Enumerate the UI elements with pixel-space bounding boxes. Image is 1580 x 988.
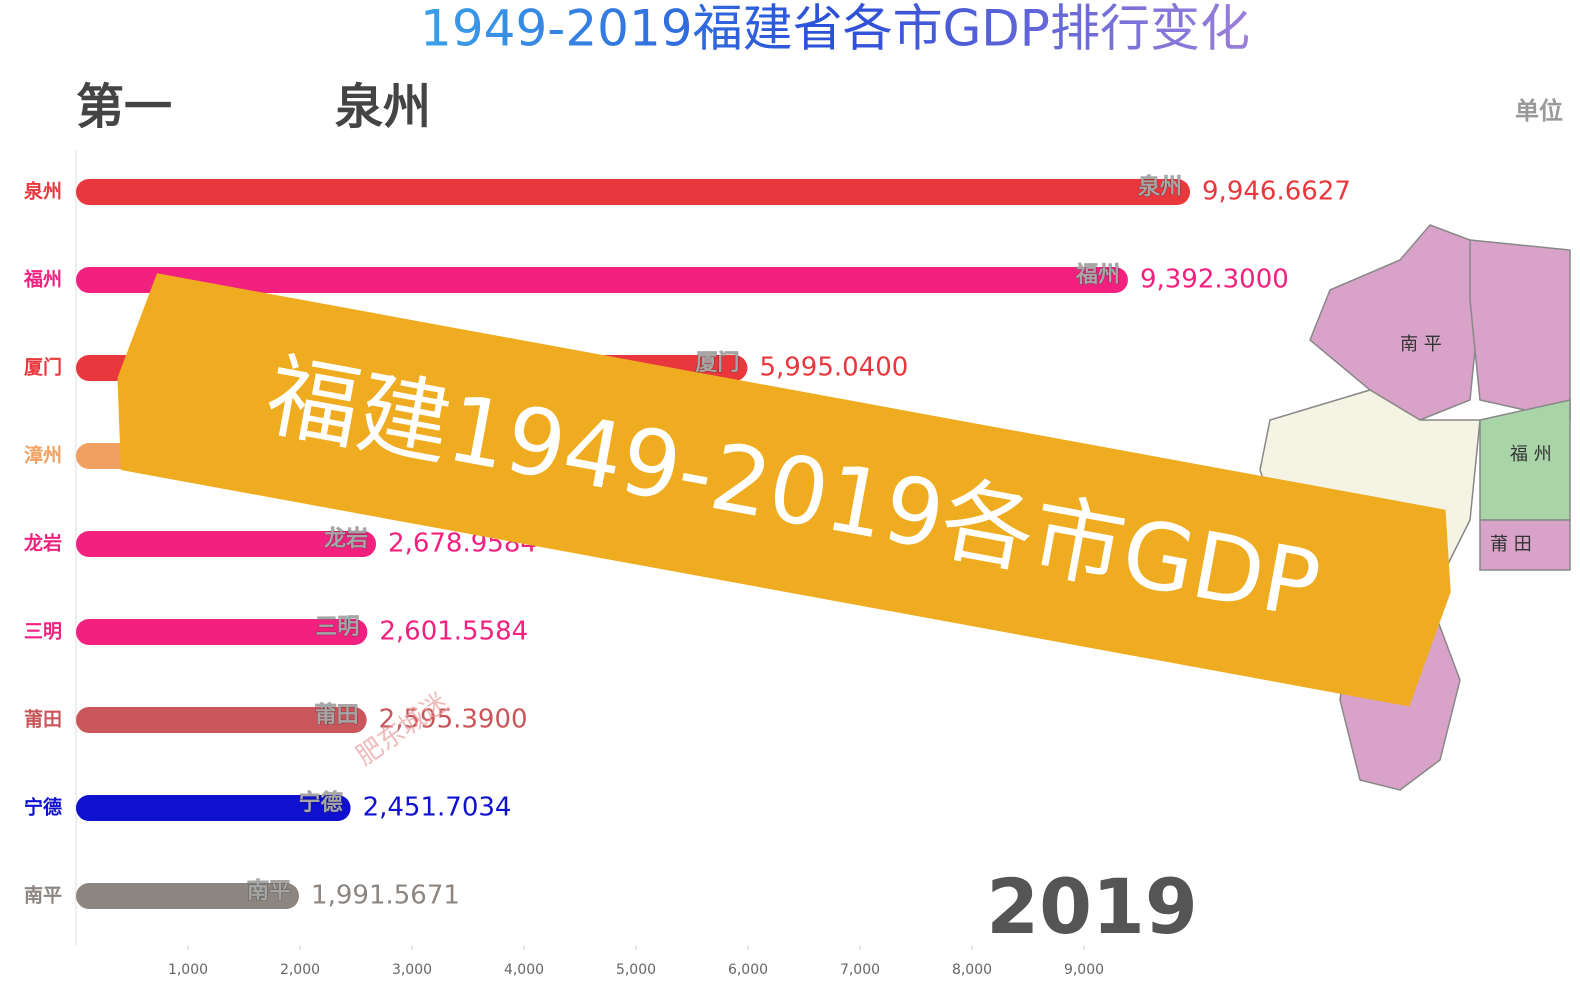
bar-name: 泉州	[1138, 174, 1182, 200]
leader-name: 泉州	[335, 79, 431, 135]
bar	[76, 619, 368, 645]
bar-name: 福州	[1075, 263, 1120, 288]
year-label: 2019	[986, 862, 1198, 951]
bar-name: 厦门	[695, 350, 739, 376]
map-label: 莆 田	[1490, 534, 1532, 555]
rank-label: 第一	[76, 79, 172, 135]
bar-name: 宁德	[299, 790, 343, 816]
x-tick-label: 8,000	[952, 962, 992, 978]
x-tick-label: 4,000	[504, 962, 544, 978]
chart-title: 1949-2019福建省各市GDP排行变化	[420, 0, 1250, 58]
map-label: 福 州	[1510, 444, 1552, 465]
map-label: 南 平	[1400, 334, 1442, 355]
map-region	[1469, 239, 1571, 421]
category-label: 漳州	[24, 444, 62, 467]
x-tick-label: 2,000	[280, 962, 320, 978]
category-label: 泉州	[23, 180, 62, 203]
value-label: 9,392.3000	[1140, 265, 1289, 295]
bar	[76, 883, 300, 909]
value-label: 5,995.0400	[759, 353, 908, 383]
category-label: 龙岩	[24, 532, 62, 555]
bar	[76, 267, 1128, 293]
category-label: 莆田	[24, 708, 62, 731]
x-tick-label: 9,000	[1064, 962, 1104, 978]
category-label: 福州	[23, 268, 62, 291]
category-label: 宁德	[24, 796, 62, 819]
value-label: 2,451.7034	[363, 793, 512, 823]
bar-name: 南平	[247, 879, 291, 904]
category-label: 厦门	[24, 356, 62, 379]
bar-name: 龙岩	[324, 527, 368, 552]
x-tick-label: 6,000	[728, 962, 768, 978]
bar	[76, 179, 1191, 205]
unit-label: 单位	[1515, 97, 1563, 125]
value-label: 9,946.6627	[1202, 177, 1351, 207]
bar	[76, 795, 351, 821]
x-tick-label: 1,000	[168, 962, 208, 978]
x-tick-label: 7,000	[840, 962, 880, 978]
bar	[76, 531, 377, 557]
value-label: 2,601.5584	[379, 617, 528, 647]
plot: 1,000 2,000 3,000 4,000 5,000 6,000 7,000 8,000…	[23, 174, 1351, 979]
category-label: 南平	[24, 885, 62, 907]
bar-name: 莆田	[315, 703, 359, 728]
map-region	[1309, 224, 1481, 421]
value-label: 2,595.3900	[379, 705, 528, 735]
bar	[76, 707, 367, 733]
category-label: 三明	[24, 621, 62, 643]
x-tick-label: 3,000	[392, 962, 432, 978]
tape	[117, 273, 1451, 707]
bar-name: 三明	[315, 615, 359, 640]
value-label: 1,991.5671	[311, 881, 460, 911]
x-tick-label: 5,000	[616, 962, 656, 978]
map-region	[1479, 519, 1571, 571]
